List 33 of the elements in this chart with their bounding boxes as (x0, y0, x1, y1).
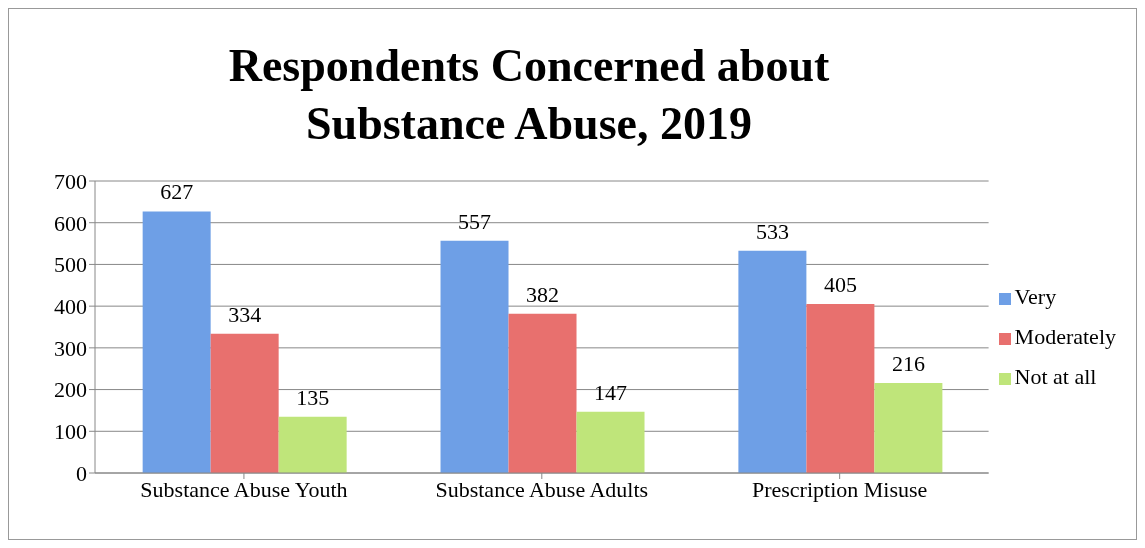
data-label: 533 (755, 218, 789, 244)
data-label: 334 (228, 301, 262, 327)
x-tick-label: Substance Abuse Adults (435, 476, 649, 502)
chart-title: Respondents Concerned about Substance Abuse, 2019 (227, 39, 831, 151)
y-tick-label: 700 (54, 168, 87, 194)
y-tick-label: 0 (76, 460, 87, 486)
legend-label: Very (1014, 284, 1057, 309)
y-tick-label: 600 (54, 210, 87, 236)
bar (576, 411, 645, 473)
data-label: 627 (160, 179, 194, 205)
data-label: 135 (296, 384, 330, 410)
bar (210, 333, 279, 473)
bar (806, 304, 875, 473)
y-tick-label: 200 (54, 377, 87, 403)
y-tick-label: 300 (54, 335, 87, 361)
bar (874, 382, 943, 473)
data-label: 405 (823, 272, 857, 298)
data-label: 382 (526, 281, 560, 307)
data-label: 147 (594, 379, 628, 405)
bar (508, 313, 577, 473)
bar (142, 211, 211, 473)
legend-label: Moderately (1014, 324, 1116, 349)
bar (738, 250, 807, 473)
data-label: 557 (458, 208, 492, 234)
bar (278, 416, 347, 473)
x-tick-label: Prescription Misuse (751, 476, 928, 502)
y-tick-label: 100 (54, 419, 87, 445)
data-label: 216 (891, 350, 925, 376)
legend-label: Not at all (1014, 364, 1097, 389)
y-tick-label: 500 (54, 252, 87, 278)
y-tick-label: 400 (54, 293, 87, 319)
x-tick-label: Substance Abuse Youth (140, 476, 348, 502)
bar (440, 240, 509, 473)
